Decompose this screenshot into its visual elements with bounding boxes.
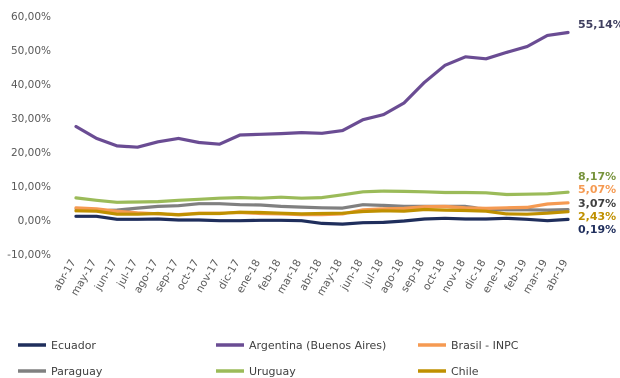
legend-label: Uruguay <box>249 365 296 378</box>
y-tick-label: 0,00% <box>18 215 51 227</box>
y-tick-label: 50,00% <box>11 45 51 57</box>
end-value-labels: 0,19% 55,14% 5,07%3,07% 8,17% 2,43% <box>578 18 620 236</box>
y-tick-label: 20,00% <box>11 147 51 159</box>
end-label: 3,07% <box>578 197 616 210</box>
end-label: 8,17% <box>578 170 616 183</box>
legend: Ecuador Argentina (Buenos Aires) Brasil - … <box>18 339 519 378</box>
legend-label: Brasil - INPC <box>451 339 519 352</box>
legend-label: Chile <box>451 365 479 378</box>
series-line-ecuador <box>74 214 570 226</box>
series-line-argentina-buenos-aires <box>74 30 570 149</box>
x-axis: abr-17may-17jun-17jul-17ago-17sep-17oct-… <box>51 258 570 299</box>
series-line-chile <box>74 207 570 217</box>
legend-label: Paraguay <box>51 365 103 378</box>
y-tick-label: -10,00% <box>7 249 51 261</box>
series-lines <box>74 30 570 226</box>
legend-label: Ecuador <box>51 339 96 352</box>
series-line-uruguay <box>74 189 570 204</box>
y-axis: -10,00% 0,00% 10,00% 20,00% 30,00% 40,00% 50,0… <box>7 11 51 261</box>
y-tick-label: 10,00% <box>11 181 51 193</box>
end-label: 55,14% <box>578 18 620 31</box>
y-tick-label: 40,00% <box>11 79 51 91</box>
legend-label: Argentina (Buenos Aires) <box>249 339 386 352</box>
end-label: 2,43% <box>578 210 616 223</box>
end-label: 5,07% <box>578 183 616 196</box>
end-label: 0,19% <box>578 223 616 236</box>
y-tick-label: 60,00% <box>11 11 51 23</box>
y-tick-label: 30,00% <box>11 113 51 125</box>
